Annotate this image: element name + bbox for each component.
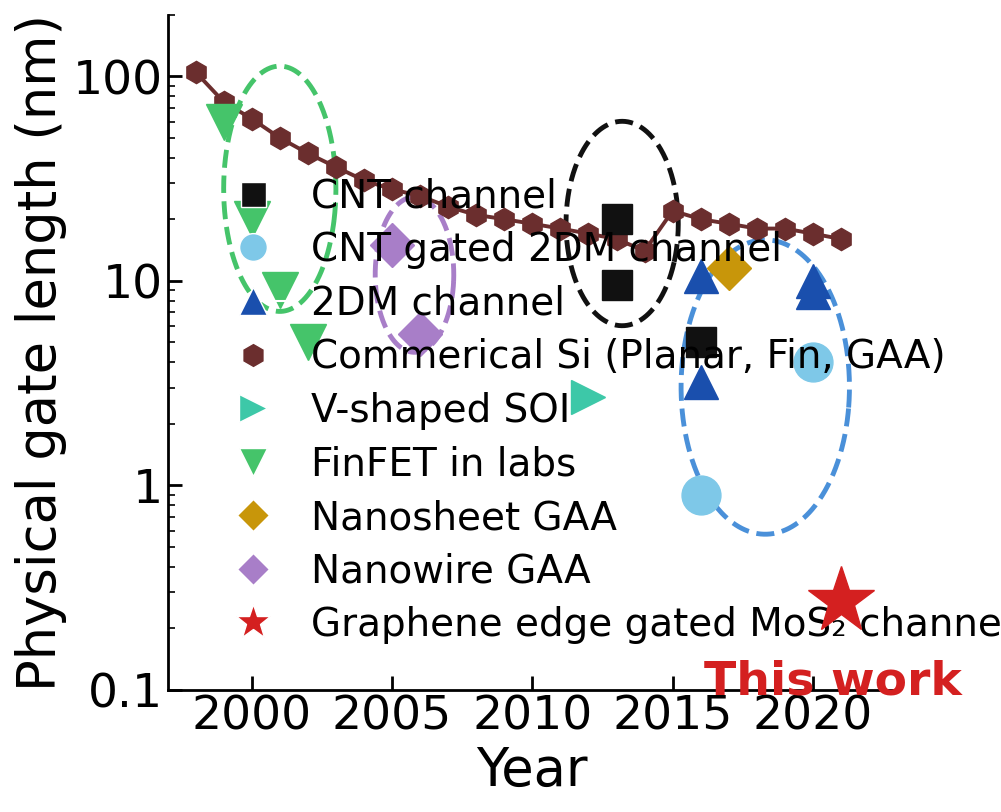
X-axis label: Year: Year — [476, 745, 588, 797]
Text: This work: This work — [704, 659, 961, 705]
Y-axis label: Physical gate length (nm): Physical gate length (nm) — [15, 14, 67, 691]
Legend: CNT channel, CNT gated 2DM channel, 2DM channel, Commerical Si (Planar, Fin, GAA: CNT channel, CNT gated 2DM channel, 2DM … — [194, 158, 1001, 663]
